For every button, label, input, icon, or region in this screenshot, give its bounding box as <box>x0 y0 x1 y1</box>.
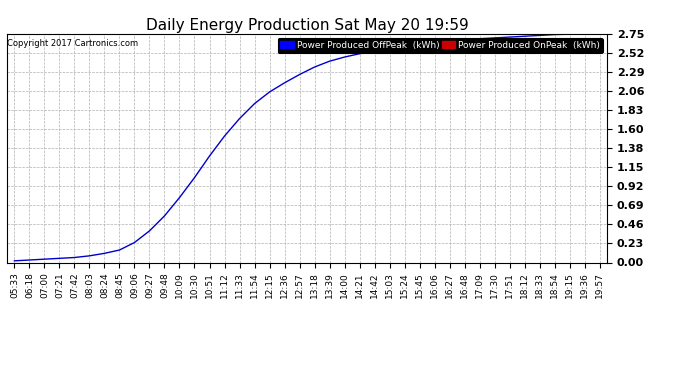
Legend: Power Produced OffPeak  (kWh), Power Produced OnPeak  (kWh): Power Produced OffPeak (kWh), Power Prod… <box>277 38 602 53</box>
Title: Daily Energy Production Sat May 20 19:59: Daily Energy Production Sat May 20 19:59 <box>146 18 469 33</box>
Text: Copyright 2017 Cartronics.com: Copyright 2017 Cartronics.com <box>7 39 138 48</box>
